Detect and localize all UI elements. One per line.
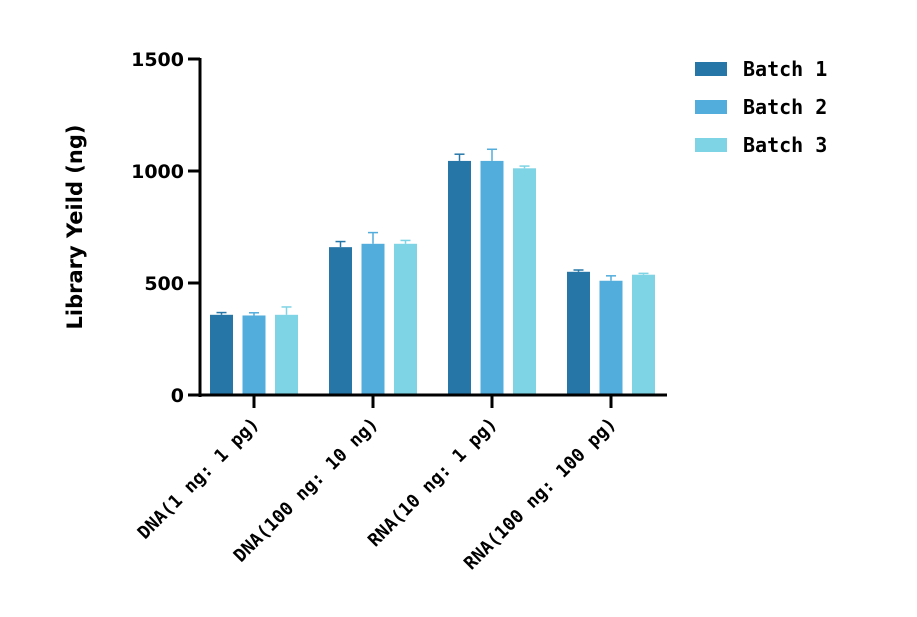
x-tick-label: DNA(1 ng: 1 pg) xyxy=(134,414,264,544)
legend-swatch xyxy=(695,100,727,114)
bar xyxy=(210,314,233,395)
bar xyxy=(275,314,298,395)
legend-label: Batch 3 xyxy=(743,133,827,157)
bar xyxy=(329,247,352,395)
bars-layer xyxy=(210,148,655,395)
x-tick-label: RNA(10 ng: 1 pg) xyxy=(364,414,501,551)
y-tick-label: 500 xyxy=(144,273,184,295)
axes-layer xyxy=(188,57,667,408)
y-axis-title: Library Yeild (ng) xyxy=(63,125,87,330)
bar xyxy=(480,160,504,395)
y-tick-label: 1000 xyxy=(131,161,184,183)
bar xyxy=(361,243,385,395)
bar xyxy=(567,271,590,395)
legend: Batch 1 Batch 2 Batch 3 xyxy=(695,57,827,157)
legend-swatch xyxy=(695,138,727,152)
legend-swatch xyxy=(695,62,727,76)
y-tick-label: 0 xyxy=(171,385,184,407)
bar xyxy=(513,168,536,395)
y-tick-label: 1500 xyxy=(131,49,184,71)
bar xyxy=(448,160,471,395)
bar xyxy=(632,274,655,395)
bar xyxy=(599,280,623,395)
legend-label: Batch 2 xyxy=(743,95,827,119)
bar xyxy=(394,243,417,395)
legend-label: Batch 1 xyxy=(743,57,827,81)
bar xyxy=(242,315,266,395)
